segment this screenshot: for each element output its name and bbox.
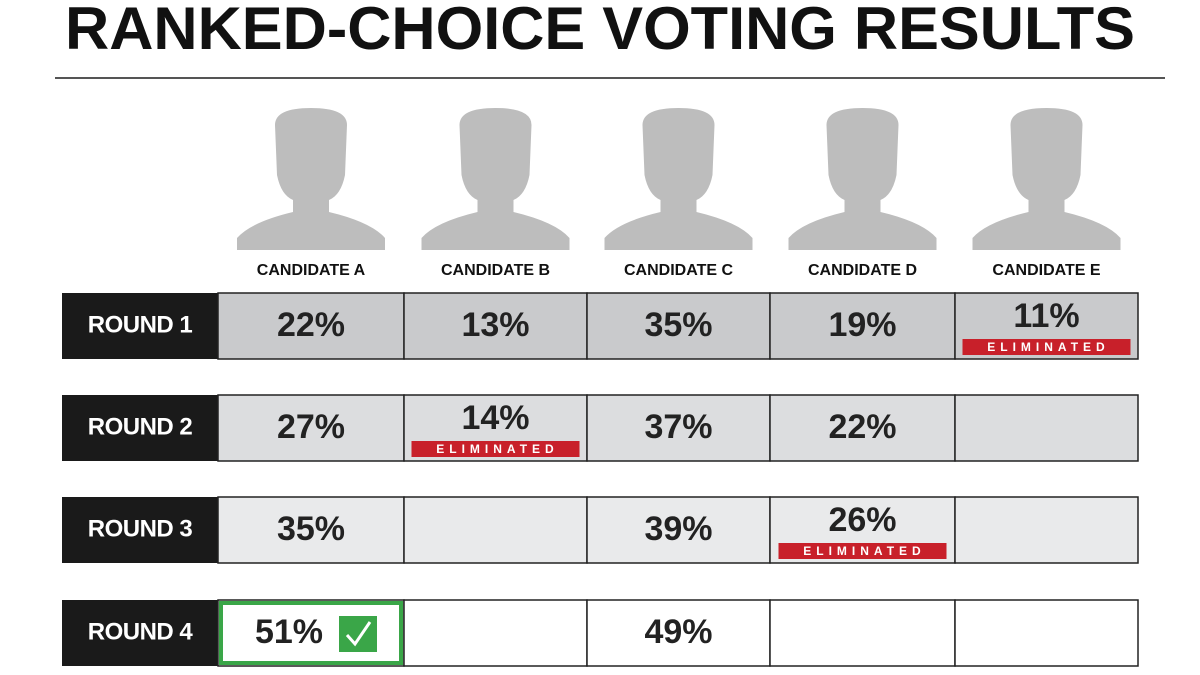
cell — [217, 394, 405, 462]
round-label: ROUND 3 — [88, 515, 193, 542]
cell-value: 35% — [277, 510, 345, 548]
round-label-cell — [62, 600, 218, 666]
eliminated-badge — [962, 339, 1131, 355]
winner-check-box — [339, 616, 377, 652]
cell — [403, 292, 588, 360]
eliminated-badge — [411, 441, 580, 457]
cell-value: 14% — [461, 399, 529, 437]
eliminated-label: ELIMINATED — [803, 544, 925, 558]
cell — [403, 599, 588, 667]
cell-value: 19% — [828, 306, 896, 344]
candidate-name: CANDIDATE C — [624, 262, 733, 279]
cell-value: 22% — [277, 306, 345, 344]
cell — [769, 599, 956, 667]
eliminated-label: ELIMINATED — [987, 340, 1109, 354]
avatar — [237, 108, 385, 250]
candidate-name: CANDIDATE B — [441, 262, 550, 279]
title: RANKED-CHOICE VOTING RESULTS — [65, 0, 1135, 62]
avatar-silhouette — [604, 108, 753, 250]
cell-value: 26% — [828, 501, 896, 539]
cell-value: 35% — [644, 306, 712, 344]
cell-value: 13% — [461, 306, 529, 344]
cell-value: 49% — [644, 613, 712, 651]
cell — [769, 292, 956, 360]
avatar-silhouette — [788, 108, 937, 250]
round-label: ROUND 4 — [88, 618, 194, 645]
round-label: ROUND 2 — [88, 413, 193, 440]
winner-check — [345, 621, 372, 647]
round-label-cell — [62, 497, 218, 563]
round-label-cell — [62, 293, 218, 359]
cell — [217, 496, 405, 564]
cell — [769, 394, 956, 462]
candidate-name: CANDIDATE A — [257, 262, 366, 279]
candidate-name: CANDIDATE D — [808, 262, 917, 279]
cell-value: 39% — [644, 510, 712, 548]
avatar-silhouette — [972, 108, 1121, 250]
avatar-silhouette — [237, 108, 385, 250]
cell — [954, 496, 1139, 564]
eliminated-badge — [778, 543, 947, 559]
eliminated-label: ELIMINATED — [436, 442, 558, 456]
cell-value: 27% — [277, 408, 345, 446]
cell — [586, 292, 771, 360]
avatar — [972, 108, 1121, 250]
cell — [403, 496, 588, 564]
cell-value: 37% — [644, 408, 712, 446]
avatar — [421, 108, 570, 250]
avatar — [604, 108, 753, 250]
cell-value: 11% — [1013, 297, 1079, 335]
cell — [954, 394, 1139, 462]
candidate-name: CANDIDATE E — [992, 262, 1100, 279]
cell — [954, 599, 1139, 667]
cell-value: 22% — [828, 408, 896, 446]
cell — [217, 292, 405, 360]
cell-value: 51% — [255, 613, 323, 651]
cell — [586, 599, 771, 667]
cell — [586, 394, 771, 462]
round-label: ROUND 1 — [88, 311, 193, 338]
round-label-cell — [62, 395, 218, 461]
avatar-silhouette — [421, 108, 570, 250]
avatar — [788, 108, 937, 250]
